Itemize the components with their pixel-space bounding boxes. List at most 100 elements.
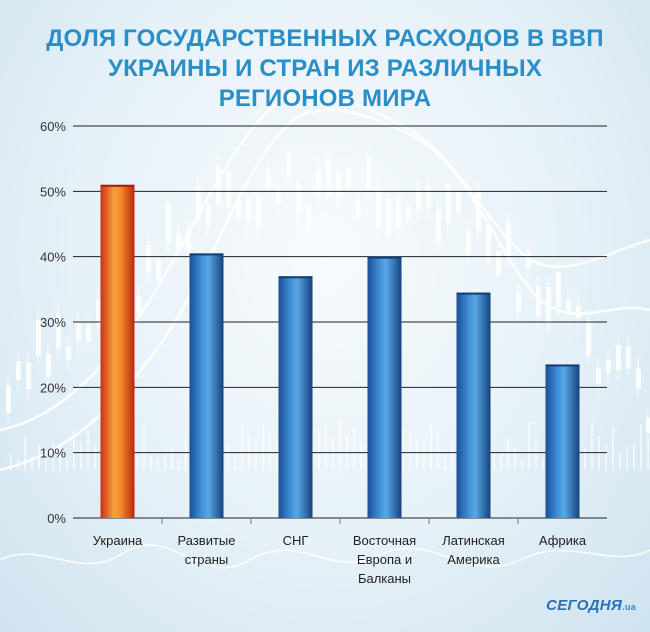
candlestick-body: [16, 361, 21, 380]
volume-bar: [444, 457, 446, 470]
candlestick-body: [236, 199, 241, 219]
volume-bar: [430, 424, 432, 470]
volume-bar: [318, 428, 320, 470]
candlestick-body: [346, 168, 351, 187]
candlestick-body: [476, 191, 481, 232]
candlestick-body: [246, 198, 251, 223]
volume-bar: [276, 441, 278, 470]
volume-bar: [24, 435, 26, 470]
y-tick-label: 20%: [40, 380, 66, 395]
bars: [100, 184, 580, 519]
chart-title: ДОЛЯ ГОСУДАРСТВЕННЫХ РАСХОДОВ В ВВП УКРА…: [0, 24, 650, 114]
x-tick-label: Украина: [93, 533, 143, 548]
candlestick-body: [486, 224, 491, 261]
candlestick-body: [386, 199, 391, 236]
candlestick-body: [256, 197, 261, 228]
candlestick-body: [196, 186, 201, 221]
volume-bar: [157, 457, 159, 470]
candlestick-body: [596, 367, 601, 384]
y-axis: 0% 10% 20% 30% 40% 50% 60%: [40, 119, 66, 526]
volume-bar: [353, 426, 355, 470]
volume-bar: [59, 443, 61, 470]
candlestick-body: [566, 300, 571, 314]
volume-bar: [136, 456, 138, 470]
candlestick-body: [6, 385, 11, 414]
y-tick-label: 60%: [40, 119, 66, 134]
candlestick-body: [276, 188, 281, 204]
candlestick-body: [356, 201, 361, 218]
candlestick-body: [66, 346, 71, 361]
y-tick-label: 10%: [40, 446, 66, 461]
candlestick-body: [456, 190, 461, 214]
candlestick-body: [296, 182, 301, 214]
volume-bar: [402, 429, 404, 470]
candlestick-body: [156, 259, 161, 280]
brand-suffix: .ua: [622, 602, 636, 612]
volume-bar: [332, 438, 334, 470]
volume-bar: [416, 439, 418, 470]
volume-bar: [633, 443, 635, 470]
candlestick-body: [366, 157, 371, 191]
volume-bar: [17, 459, 19, 470]
volume-bar: [360, 442, 362, 470]
volume-bar: [164, 452, 166, 470]
volume-bar: [535, 439, 537, 470]
volume-bar: [619, 452, 621, 470]
volume-bar: [339, 420, 341, 470]
candlestick-body: [376, 189, 381, 229]
volume-bar: [514, 447, 516, 470]
volume-bar: [521, 459, 523, 470]
candlestick-body: [546, 287, 551, 324]
volume-bar: [234, 455, 236, 470]
x-tick-label: Латинская Америка: [442, 533, 505, 567]
volume-bar: [241, 424, 243, 470]
candlestick-body: [86, 325, 91, 342]
volume-bar: [73, 429, 75, 470]
candlestick-body: [576, 305, 581, 318]
bar-top-edge: [189, 253, 224, 256]
volume-bar: [591, 423, 593, 470]
volume-bar: [45, 455, 47, 470]
candlestick-body: [26, 362, 31, 390]
y-tick-label: 0%: [47, 511, 66, 526]
candlestick-body: [176, 232, 181, 252]
candlestick-body: [556, 271, 561, 308]
candlestick-body: [646, 417, 650, 434]
y-tick-label: 40%: [40, 250, 66, 265]
volume-bar: [507, 438, 509, 470]
volume-bar: [528, 421, 530, 470]
volume-bar: [66, 459, 68, 470]
bar-top-edge: [278, 276, 313, 279]
volume-bar: [612, 426, 614, 470]
volume-bar: [409, 428, 411, 470]
volume-bar: [52, 440, 54, 470]
volume-bar: [647, 437, 649, 470]
bar: [278, 276, 313, 518]
volume-bar: [255, 440, 257, 470]
candlestick-body: [416, 188, 421, 211]
candlestick-body: [406, 207, 411, 220]
volume-bar: [248, 433, 250, 470]
volume-bar: [451, 445, 453, 470]
candlestick-body: [526, 251, 531, 268]
volume-bar: [542, 458, 544, 470]
candlestick-body: [616, 345, 621, 371]
candlestick-body: [36, 320, 41, 357]
volume-bar: [262, 423, 264, 470]
bar: [545, 364, 580, 518]
brand-name: СЕГОДНЯ: [546, 597, 623, 614]
candlestick-body: [626, 346, 631, 369]
brand-logo: СЕГОДНЯ.ua: [546, 597, 636, 614]
volume-bar: [626, 446, 628, 470]
candlestick-body: [496, 251, 501, 277]
candlestick-body: [216, 166, 221, 205]
candlestick-body: [586, 319, 591, 356]
volume-bar: [493, 453, 495, 470]
volume-bar: [80, 441, 82, 470]
candlestick-body: [186, 229, 191, 251]
volume-bar: [150, 456, 152, 470]
candlestick-body: [316, 170, 321, 197]
title-line-1: ДОЛЯ ГОСУДАРСТВЕННЫХ РАСХОДОВ В ВВП: [46, 25, 604, 52]
candlestick-body: [266, 168, 271, 188]
